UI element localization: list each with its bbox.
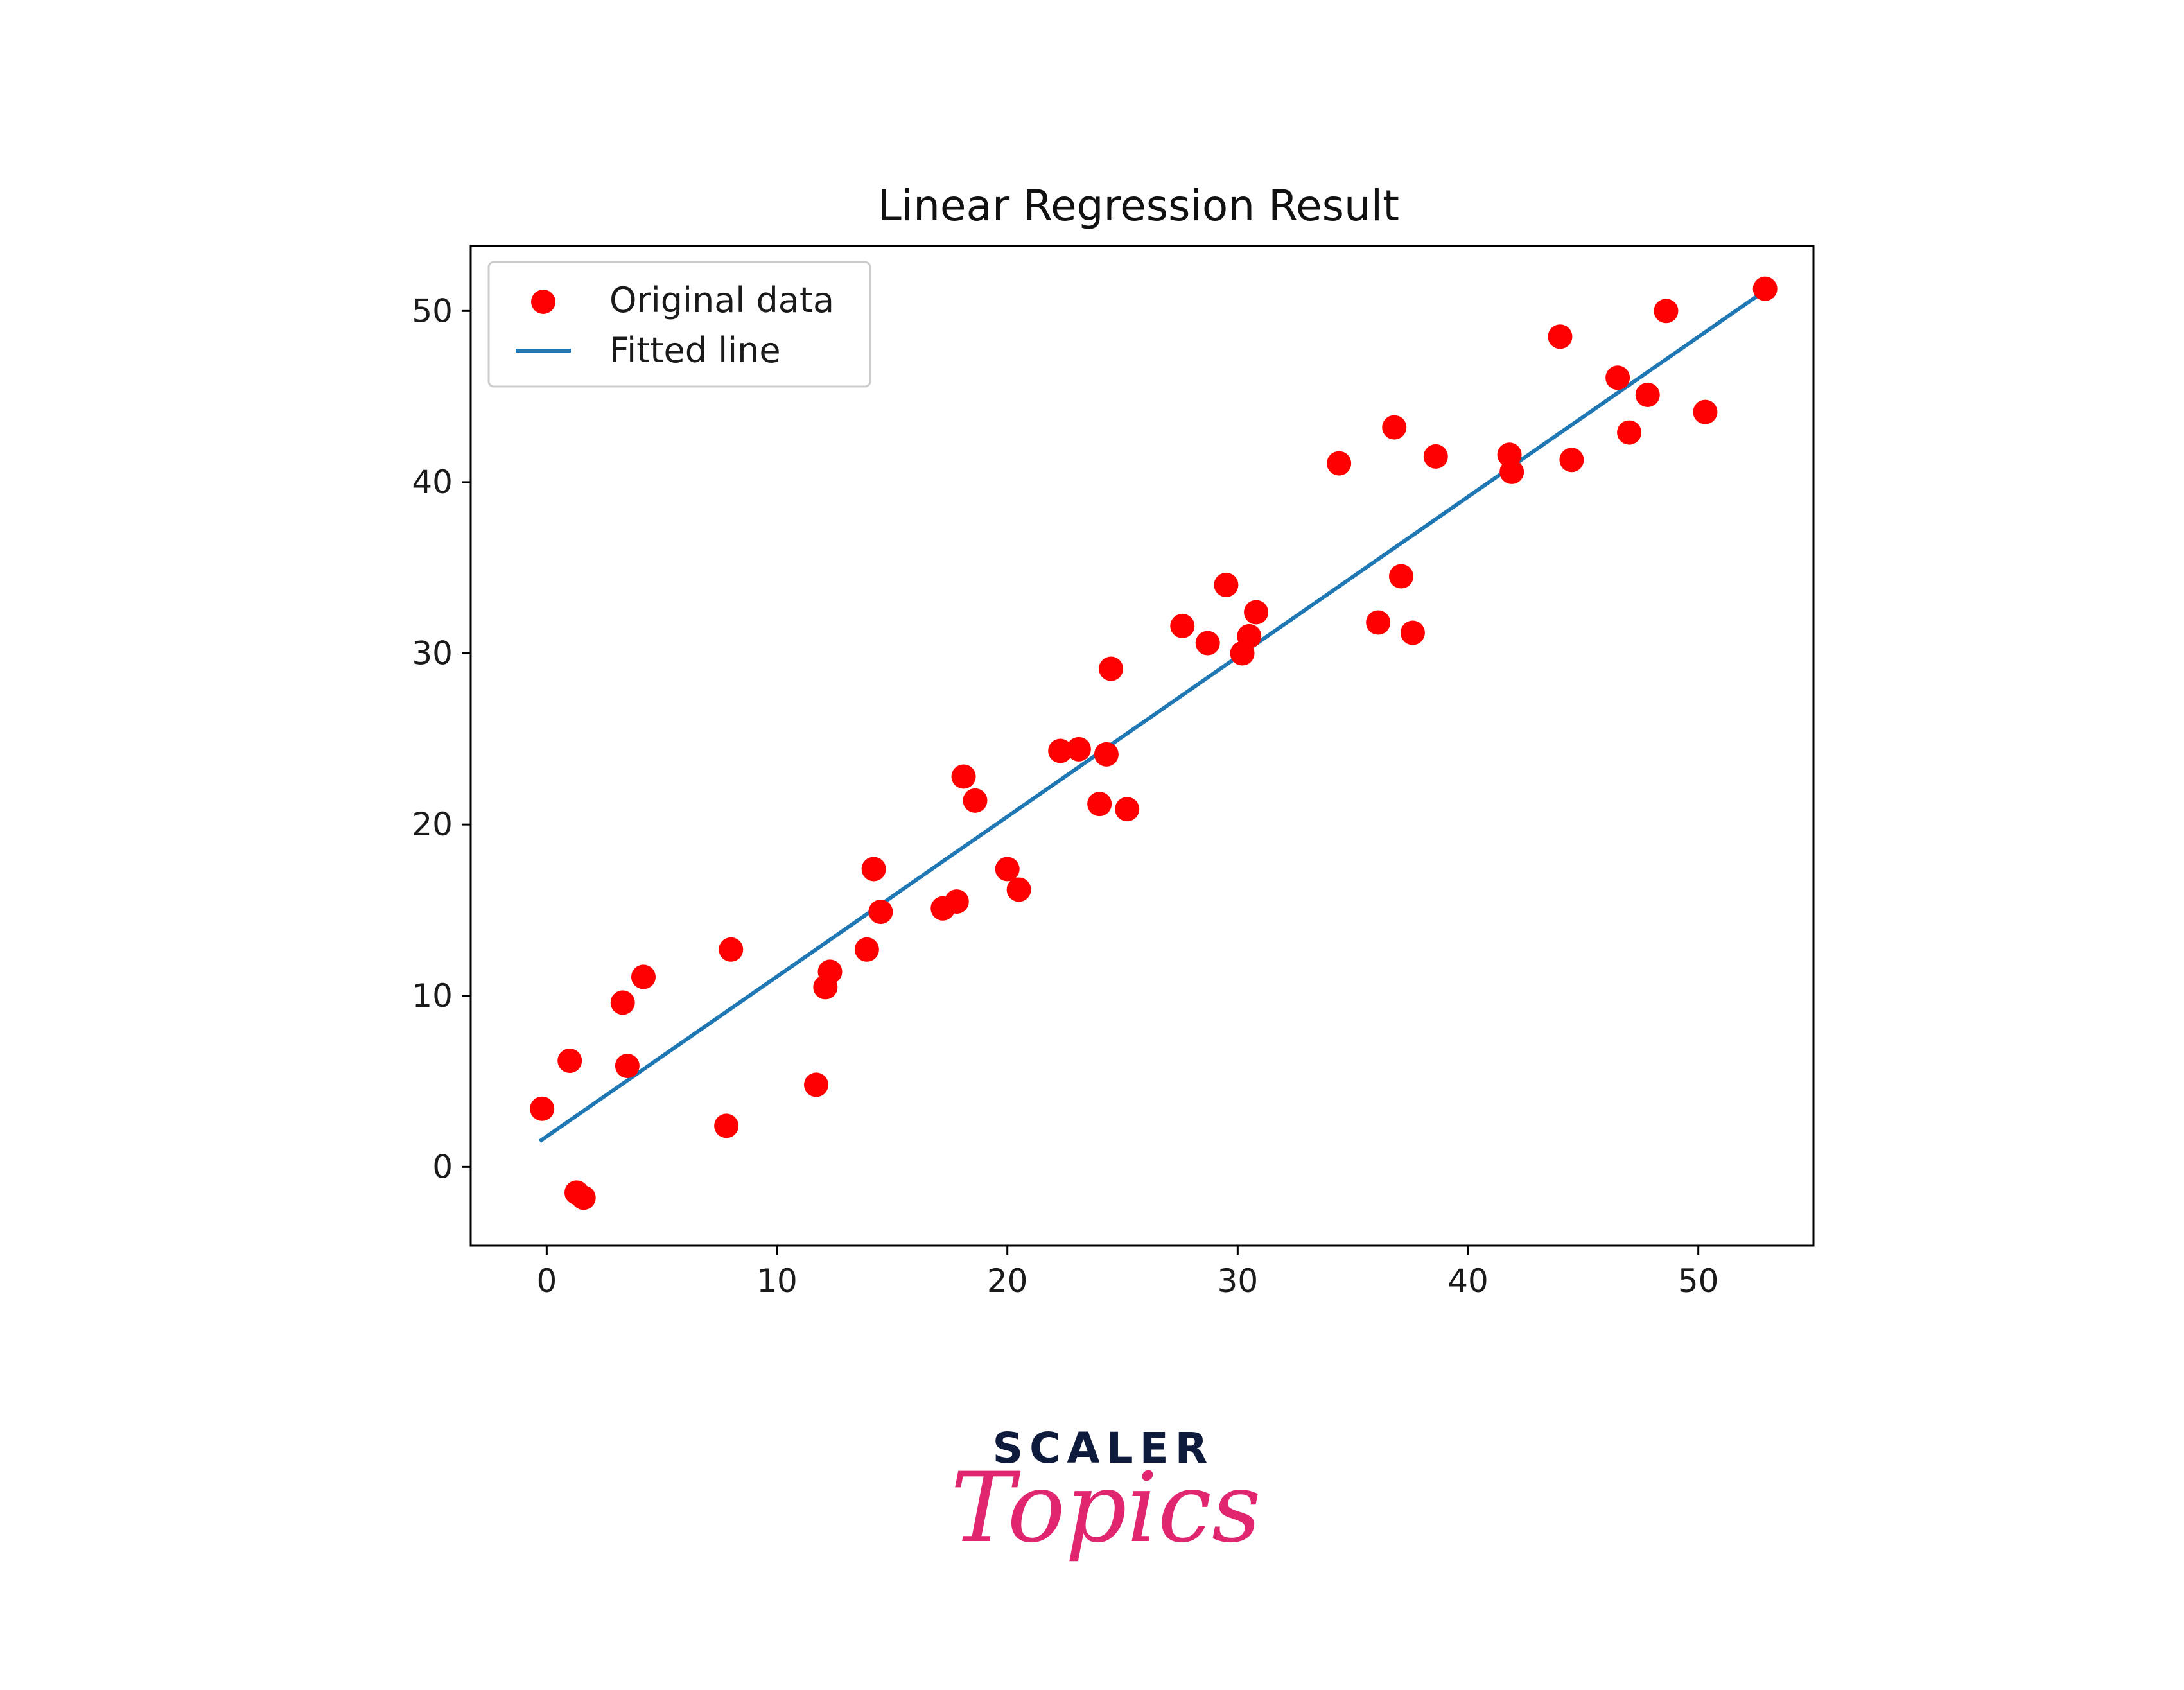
data-point	[1366, 610, 1391, 635]
data-point	[1099, 656, 1124, 681]
brand-logo: SCALER Topics	[950, 1424, 1261, 1564]
data-point	[1400, 620, 1425, 645]
data-point	[1006, 877, 1031, 902]
legend-box	[487, 261, 871, 388]
legend: Original data Fitted line	[487, 261, 871, 388]
data-point	[1170, 613, 1195, 638]
plot-content	[530, 276, 1778, 1210]
data-point	[1617, 420, 1642, 445]
data-point	[951, 764, 976, 789]
data-point	[868, 900, 893, 925]
y-tick-label: 10	[412, 977, 453, 1015]
brand-topics-text: Topics	[950, 1452, 1261, 1564]
y-tick-label: 0	[432, 1148, 453, 1185]
brand-scaler-text: SCALER	[992, 1424, 1214, 1473]
x-tick-label: 10	[756, 1262, 798, 1300]
data-point	[995, 857, 1020, 882]
data-point	[1654, 299, 1679, 324]
data-point	[963, 788, 988, 813]
data-point	[1087, 792, 1112, 817]
data-point	[854, 937, 879, 962]
data-point	[861, 857, 886, 882]
data-point	[817, 959, 843, 984]
x-tick-label: 40	[1447, 1262, 1489, 1300]
data-point	[1244, 600, 1269, 625]
data-point	[1559, 448, 1584, 473]
data-point	[1195, 631, 1220, 656]
data-point	[1115, 797, 1140, 822]
data-point	[557, 1049, 582, 1074]
x-tick-label: 0	[536, 1262, 557, 1300]
x-tick-label: 50	[1678, 1262, 1719, 1300]
data-point	[803, 1072, 828, 1097]
data-point	[1752, 276, 1778, 301]
legend-label: Original data	[609, 280, 834, 320]
axes: 0 10 20 30 40 50 0 10 20 30 40 50	[412, 245, 1815, 1300]
data-point	[1066, 736, 1091, 762]
y-tick-label: 50	[412, 292, 453, 329]
x-tick-label: 20	[987, 1262, 1028, 1300]
data-point	[530, 1096, 555, 1121]
data-point	[631, 964, 656, 989]
data-point	[719, 937, 744, 962]
data-point	[1094, 742, 1119, 767]
y-tick-label: 30	[412, 635, 453, 672]
data-point	[571, 1185, 596, 1210]
x-tick-label: 30	[1218, 1262, 1259, 1300]
fitted-line	[538, 290, 1764, 1143]
data-point	[1693, 399, 1718, 424]
axes-frame	[469, 245, 1815, 1247]
y-tick-label: 40	[412, 464, 453, 501]
y-tick-label: 20	[412, 806, 453, 843]
data-point	[610, 990, 635, 1015]
data-point	[944, 889, 969, 914]
data-point	[1048, 738, 1073, 763]
data-point	[1605, 365, 1630, 390]
chart-title: Linear Regression Result	[878, 181, 1399, 231]
data-point	[1423, 444, 1448, 469]
data-point	[714, 1113, 739, 1138]
data-point	[1327, 451, 1352, 476]
data-point	[1548, 324, 1573, 349]
data-point	[1499, 459, 1524, 484]
data-point	[1388, 564, 1413, 589]
data-point	[1214, 572, 1239, 597]
legend-label: Fitted line	[609, 330, 781, 370]
plot-area	[530, 276, 1778, 1210]
data-point	[615, 1054, 640, 1079]
data-point	[1382, 415, 1407, 440]
data-point	[1635, 382, 1660, 407]
legend-marker-original-data	[531, 290, 555, 314]
data-point	[1237, 623, 1262, 649]
